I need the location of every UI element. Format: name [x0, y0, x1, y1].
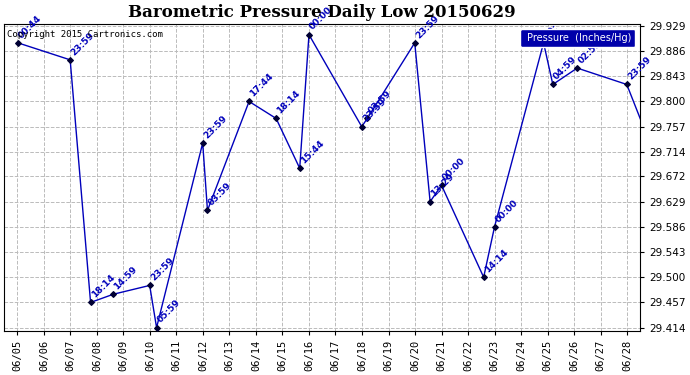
- Text: 00:00: 00:00: [494, 198, 520, 224]
- Text: 14:59: 14:59: [112, 265, 139, 291]
- Point: [538, 40, 549, 46]
- Point: [108, 291, 119, 297]
- Text: 15:44: 15:44: [299, 139, 326, 165]
- Point: [409, 40, 420, 46]
- Point: [85, 299, 96, 305]
- Point: [294, 165, 305, 171]
- Text: 23:59: 23:59: [70, 30, 96, 57]
- Text: 00:00: 00:00: [441, 156, 467, 183]
- Text: 23:59: 23:59: [202, 114, 228, 140]
- Text: 13:29: 13:29: [429, 172, 456, 199]
- Point: [202, 207, 213, 213]
- Text: 03:59: 03:59: [366, 89, 393, 116]
- Point: [244, 99, 255, 105]
- Point: [304, 32, 315, 38]
- Point: [478, 274, 489, 280]
- Point: [197, 140, 208, 146]
- Text: 23:59: 23:59: [414, 13, 441, 40]
- Text: Copyright 2015 Cartronics.com: Copyright 2015 Cartronics.com: [8, 30, 164, 39]
- Text: 05:59: 05:59: [156, 298, 182, 325]
- Text: 04:59: 04:59: [552, 55, 579, 82]
- Text: 00:44: 00:44: [17, 13, 43, 40]
- Point: [151, 325, 162, 331]
- Point: [547, 81, 558, 87]
- Title: Barometric Pressure Daily Low 20150629: Barometric Pressure Daily Low 20150629: [128, 4, 516, 21]
- Text: 02:59: 02:59: [576, 39, 603, 65]
- Legend: Pressure  (Inches/Hg): Pressure (Inches/Hg): [520, 29, 635, 47]
- Text: 18:14: 18:14: [275, 89, 302, 116]
- Text: 00:00: 00:00: [308, 6, 335, 32]
- Point: [436, 182, 447, 188]
- Point: [144, 282, 155, 288]
- Point: [621, 81, 632, 87]
- Text: 23:59: 23:59: [149, 256, 175, 283]
- Text: 18:14: 18:14: [90, 273, 117, 300]
- Point: [489, 224, 500, 230]
- Text: 23:59: 23:59: [626, 55, 653, 82]
- Point: [65, 57, 76, 63]
- Point: [424, 199, 435, 205]
- Text: 20:: 20:: [543, 22, 560, 40]
- Point: [572, 65, 583, 71]
- Text: 17:44: 17:44: [248, 72, 275, 99]
- Point: [648, 149, 659, 155]
- Point: [356, 124, 367, 130]
- Point: [12, 40, 23, 46]
- Text: 03:59: 03:59: [207, 181, 233, 208]
- Text: 14:14: 14:14: [483, 248, 510, 274]
- Point: [362, 116, 373, 122]
- Text: 23:59: 23:59: [0, 374, 1, 375]
- Point: [270, 116, 282, 122]
- Text: 23:59: 23:59: [361, 97, 388, 124]
